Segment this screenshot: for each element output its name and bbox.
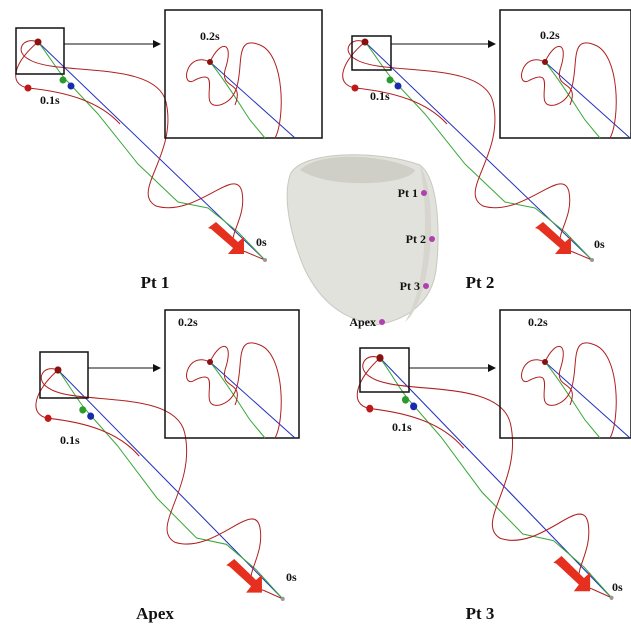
zoom-trajectory: [522, 43, 630, 138]
zoom-trajectory: [522, 343, 630, 438]
time-label: 0.2s: [528, 315, 548, 329]
inset-box: [40, 352, 88, 398]
time-label: 0.1s: [370, 89, 390, 103]
time-label: 0s: [286, 570, 297, 584]
time-label: 0.1s: [40, 93, 60, 107]
zoom-box: [165, 10, 322, 138]
panel-label: Apex: [136, 604, 174, 623]
trajectory: [357, 354, 613, 600]
heart-label: Pt 2: [406, 232, 426, 246]
heart-label: Pt 3: [400, 279, 420, 293]
zoom-box: [165, 310, 299, 438]
heart-point: [429, 236, 435, 242]
figure: 0s 0.1s 0.2s Pt 1 0s 0.1s 0.2s Pt 2 0s 0…: [0, 0, 631, 628]
zoom-trajectory: [187, 43, 295, 138]
time-label: 0s: [612, 580, 623, 594]
zoom-trajectory: [187, 343, 295, 438]
time-label: 0s: [594, 237, 605, 251]
time-label: 0.2s: [178, 315, 198, 329]
time-label: 0.2s: [200, 29, 220, 43]
heart-point: [423, 283, 429, 289]
trajectory: [16, 39, 267, 263]
heart-point: [379, 319, 385, 325]
panel-label: Pt 2: [466, 273, 495, 292]
heart-label: Pt 1: [398, 186, 418, 200]
trajectory: [36, 366, 285, 601]
time-label: 0.2s: [540, 28, 560, 42]
time-label: 0s: [256, 235, 267, 249]
zoom-box: [500, 10, 631, 138]
heart-label: Apex: [349, 315, 376, 329]
time-label: 0.1s: [60, 433, 80, 447]
zoom-box: [500, 310, 631, 438]
time-label: 0.1s: [392, 420, 412, 434]
panel-label: Pt 3: [466, 604, 495, 623]
panel-label: Pt 1: [141, 273, 170, 292]
heart-point: [421, 190, 427, 196]
